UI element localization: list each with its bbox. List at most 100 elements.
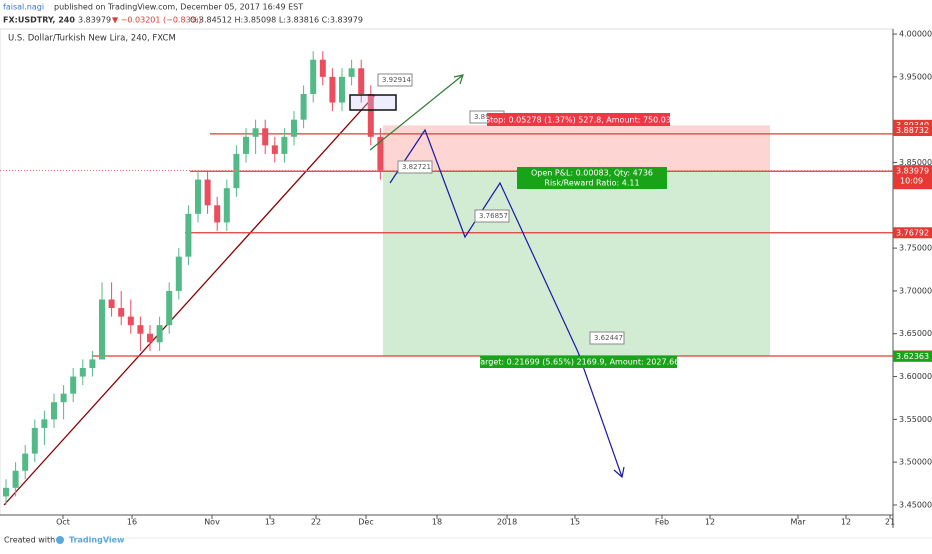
x-tick-label: 22 bbox=[311, 518, 321, 527]
annotation: 3.76857 bbox=[479, 212, 508, 220]
countdown: 10:09 bbox=[900, 177, 923, 186]
candle-body bbox=[51, 402, 57, 420]
footer-logo bbox=[56, 536, 64, 544]
price-label-bg bbox=[893, 165, 932, 177]
candle-body bbox=[195, 179, 201, 214]
rr-label: Risk/Reward Ratio: 4.11 bbox=[544, 179, 639, 188]
ohlc: O:3.84512 H:3.85098 L:3.83816 C:3.83979 bbox=[190, 16, 363, 25]
x-tick-label: 12 bbox=[705, 518, 715, 527]
symbol: FX:USDTRY, 240 bbox=[3, 16, 75, 25]
x-tick-label: 12 bbox=[841, 518, 851, 527]
chart-title: U.S. Dollar/Turkish New Lira, 240, FXCM bbox=[8, 34, 176, 44]
candle-body bbox=[127, 316, 134, 326]
target-label-bg bbox=[480, 356, 677, 368]
candle-body bbox=[166, 290, 173, 326]
author[interactable]: faisal.nagi bbox=[3, 3, 44, 12]
y-tick-label: 3.95000 bbox=[899, 72, 932, 81]
candle-body bbox=[214, 205, 221, 223]
candle-body bbox=[147, 333, 153, 343]
x-tick-label: 21 bbox=[885, 518, 895, 527]
bull-arrow-head bbox=[453, 74, 464, 85]
candle-body bbox=[300, 93, 307, 120]
annotation: 3.92914 bbox=[382, 76, 411, 84]
candle-body bbox=[223, 188, 230, 223]
candle-body bbox=[252, 128, 259, 137]
candle-body bbox=[329, 76, 336, 103]
candle-body bbox=[156, 325, 163, 343]
y-tick-label: 3.60000 bbox=[899, 372, 932, 381]
candle-body bbox=[89, 359, 96, 368]
candle-body bbox=[262, 128, 269, 146]
price-label-bg bbox=[893, 227, 932, 239]
stop-label: Stop: 0.05278 (1.37%) 527.8, Amount: 750… bbox=[485, 116, 671, 125]
y-tick-label: 3.50000 bbox=[899, 458, 932, 467]
x-tick-label: Nov bbox=[204, 518, 220, 527]
candle-body bbox=[175, 256, 182, 291]
candle-body bbox=[31, 427, 38, 454]
candle-body bbox=[3, 487, 9, 497]
footer-created: Created with bbox=[4, 536, 55, 545]
arrow-head bbox=[613, 466, 625, 479]
candle-body bbox=[118, 308, 125, 317]
price-label: 3.83979 bbox=[896, 167, 929, 176]
x-tick-label: 2018 bbox=[497, 518, 517, 527]
candle-body bbox=[12, 470, 19, 488]
y-tick-label: 3.70000 bbox=[899, 286, 932, 295]
footer-brand[interactable]: TradingView bbox=[69, 536, 125, 545]
annotation-box bbox=[397, 160, 433, 174]
annotation-box bbox=[589, 331, 625, 345]
trendline bbox=[3, 94, 376, 506]
candle-body bbox=[367, 93, 374, 137]
y-tick-label: 3.85000 bbox=[899, 158, 932, 167]
pnl-label-bg bbox=[517, 167, 667, 189]
candle-body bbox=[41, 419, 48, 428]
candle-body bbox=[204, 179, 211, 206]
stop-zone bbox=[383, 125, 770, 171]
y-tick-label: 3.45000 bbox=[899, 500, 932, 509]
stop-label-bg bbox=[487, 113, 670, 126]
candle-body bbox=[99, 299, 105, 360]
x-tick-label: 18 bbox=[432, 518, 442, 527]
price-label-bg bbox=[893, 125, 932, 137]
x-tick-label: Oct bbox=[56, 518, 70, 527]
countdown-bg bbox=[893, 176, 932, 187]
annotation: 3.82721 bbox=[402, 163, 431, 171]
annotation: 3.62447 bbox=[594, 334, 623, 342]
annotation-box bbox=[474, 209, 510, 223]
target-zone bbox=[383, 170, 770, 357]
annotation: 3.88 bbox=[474, 113, 490, 121]
y-tick-label: 3.65000 bbox=[899, 329, 932, 338]
x-tick-label: 16 bbox=[127, 518, 137, 527]
x-tick-label: 13 bbox=[265, 518, 275, 527]
candle-body bbox=[339, 76, 345, 103]
candle-body bbox=[243, 136, 249, 154]
price-label: 3.88732 bbox=[896, 126, 929, 135]
candle-body bbox=[291, 119, 297, 137]
last: 3.83979 bbox=[78, 16, 111, 25]
candle-body bbox=[319, 59, 326, 77]
candle-body bbox=[281, 136, 288, 154]
candle-body bbox=[358, 68, 365, 94]
candle-body bbox=[271, 145, 278, 154]
price-label: 3.76792 bbox=[896, 228, 929, 237]
price-label-bg bbox=[893, 350, 932, 362]
candle-body bbox=[310, 59, 317, 94]
candle-body bbox=[137, 325, 144, 334]
candle-body bbox=[348, 68, 355, 77]
y-tick-label: 3.55000 bbox=[899, 415, 932, 424]
price-label: 3.62363 bbox=[896, 352, 929, 361]
y-tick-label: 3.75000 bbox=[899, 244, 932, 253]
candle-body bbox=[70, 376, 77, 394]
change: ▼ −0.03201 (−0.83%) bbox=[112, 16, 201, 25]
candle-body bbox=[233, 153, 240, 189]
candle-body bbox=[79, 367, 86, 377]
candle-body bbox=[108, 299, 115, 309]
candle-body bbox=[22, 453, 29, 471]
annotation-box bbox=[377, 73, 413, 87]
bull-arrow bbox=[369, 74, 464, 151]
marked-box bbox=[349, 94, 397, 111]
x-tick-label: Mar bbox=[790, 518, 806, 527]
pnl-label: Open P&L: 0.00083, Qty: 4736 bbox=[531, 169, 653, 178]
